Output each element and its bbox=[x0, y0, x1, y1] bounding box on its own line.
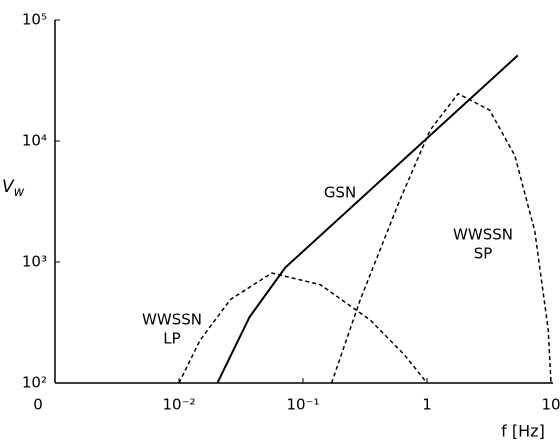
series-line bbox=[216, 54, 519, 384]
y-axis-label-sub: w bbox=[14, 185, 25, 200]
series-label: LP bbox=[163, 330, 180, 348]
y-tick-label: 10² bbox=[22, 374, 47, 392]
series-label: WWSSN bbox=[453, 226, 513, 244]
x-tick-label: 10⁻² bbox=[162, 396, 195, 414]
y-axis-label: Vw bbox=[2, 177, 25, 200]
x-tick-label: 10⁻¹ bbox=[286, 396, 319, 414]
series-line bbox=[330, 92, 552, 384]
series-line bbox=[178, 272, 428, 384]
y-tick-label: 10³ bbox=[22, 253, 47, 271]
y-tick-label: 10⁴ bbox=[22, 132, 47, 150]
series-label: WWSSN bbox=[142, 311, 202, 329]
series-label: SP bbox=[474, 245, 493, 263]
y-axis-label-main: V bbox=[2, 177, 15, 197]
series-label: GSN bbox=[324, 184, 356, 202]
x-tick-label: 10 bbox=[541, 396, 560, 414]
x-tick-label: 1 bbox=[422, 396, 432, 414]
y-tick-label: 10⁵ bbox=[22, 11, 47, 29]
x-tick-label: 0 bbox=[33, 396, 43, 414]
x-axis-label: f [Hz] bbox=[501, 422, 545, 441]
